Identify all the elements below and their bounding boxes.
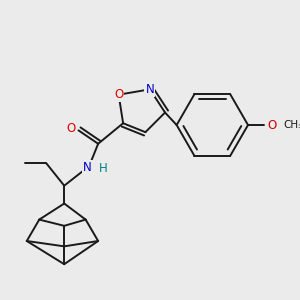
Text: CH₃: CH₃ <box>284 120 300 130</box>
Text: O: O <box>67 122 76 135</box>
Text: N: N <box>146 83 154 96</box>
Text: O: O <box>114 88 123 101</box>
Text: N: N <box>83 161 92 174</box>
Text: H: H <box>99 162 108 175</box>
Text: O: O <box>268 118 277 131</box>
